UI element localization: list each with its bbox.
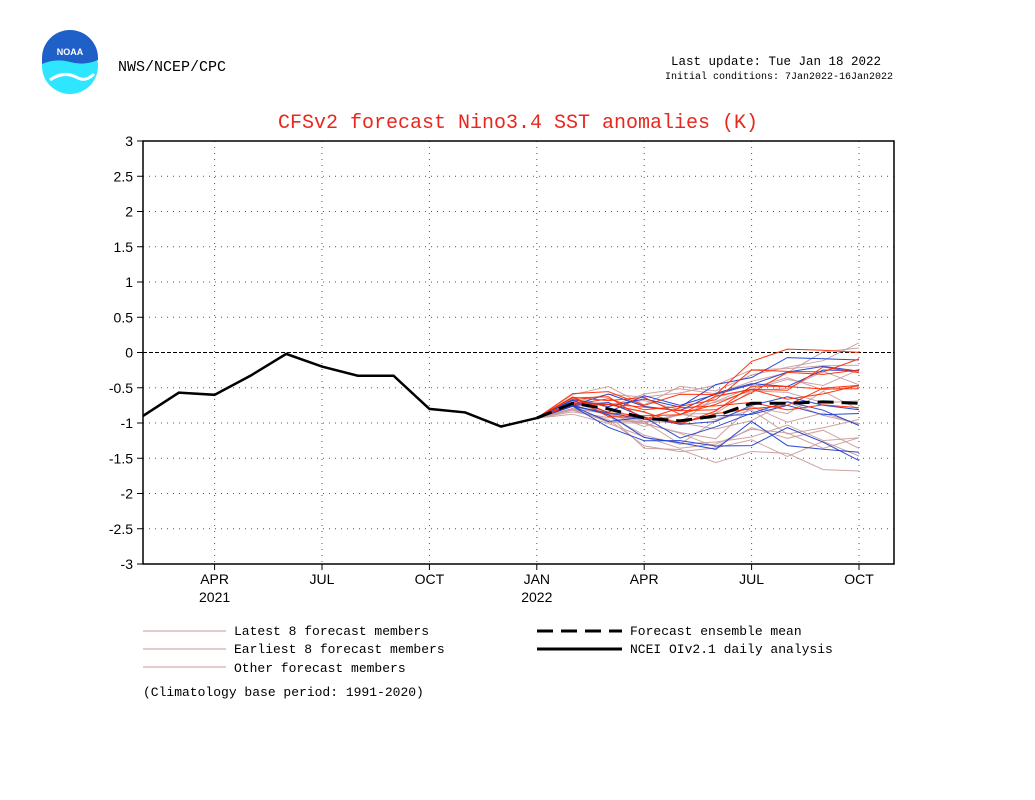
forecast-member-line — [536, 396, 860, 425]
y-tick-label: -0.5 — [109, 380, 133, 396]
legend-label-latest: Latest 8 forecast members — [234, 624, 429, 639]
x-tick-label: APR — [630, 571, 659, 587]
x-tick-label: JAN — [524, 571, 550, 587]
x-tick-year: 2022 — [521, 589, 552, 605]
forecast-member-line — [536, 396, 860, 420]
last-update: Last update: Tue Jan 18 2022 — [671, 55, 881, 69]
chart-title: CFSv2 forecast Nino3.4 SST anomalies (K) — [278, 112, 758, 135]
forecast-member-line — [536, 401, 860, 430]
forecast-member-line — [536, 366, 860, 419]
forecast-member-line — [536, 385, 860, 425]
grid-lines — [143, 141, 894, 564]
forecast-member-line — [536, 358, 860, 419]
y-tick-label: 1.5 — [114, 239, 134, 255]
forecast-member-line — [536, 405, 860, 440]
forecast-member-line — [536, 404, 860, 453]
agency-label: NWS/NCEP/CPC — [118, 59, 226, 76]
legend: Latest 8 forecast members Earliest 8 for… — [143, 624, 833, 700]
forecast-member-line — [536, 342, 860, 419]
x-tick-label: APR — [200, 571, 229, 587]
y-tick-label: -2.5 — [109, 521, 133, 537]
y-tick-label: 2.5 — [114, 168, 134, 184]
climatology-note: (Climatology base period: 1991-2020) — [143, 685, 424, 700]
y-tick-label: -1.5 — [109, 450, 133, 466]
y-tick-label: 1 — [125, 274, 133, 290]
forecast-member-line — [536, 405, 860, 462]
x-tick-year: 2021 — [199, 589, 230, 605]
x-axis: APR 2021 JUL OCT JAN 2022 APR JUL OCT — [199, 564, 874, 605]
forecast-member-line — [536, 377, 860, 424]
y-tick-label: -1 — [121, 415, 134, 431]
forecast-member-line — [536, 369, 860, 419]
y-tick-label: 0 — [125, 345, 133, 361]
legend-label-other: Other forecast members — [234, 661, 406, 676]
forecast-member-line — [536, 348, 860, 419]
noaa-logo: NOAA — [42, 30, 98, 94]
legend-label-analysis: NCEI OIv2.1 daily analysis — [630, 642, 833, 657]
y-tick-label: -3 — [121, 556, 134, 572]
logo-text: NOAA — [57, 47, 84, 57]
x-tick-label: JUL — [310, 571, 335, 587]
legend-label-mean: Forecast ensemble mean — [630, 624, 802, 639]
forecast-member-line — [536, 405, 860, 472]
forecast-member-line — [536, 409, 860, 445]
y-axis: 3 2.5 2 1.5 1 0.5 0 -0.5 -1 -1.5 -2 -2.5 -3 — [109, 133, 143, 572]
ensemble-mean-line — [536, 400, 860, 423]
y-tick-label: 3 — [125, 133, 133, 149]
forecast-member-line — [536, 347, 860, 419]
y-tick-label: 2 — [125, 204, 133, 220]
legend-label-earliest: Earliest 8 forecast members — [234, 642, 445, 657]
initial-conditions: Initial conditions: 7Jan2022-16Jan2022 — [665, 71, 893, 83]
y-tick-label: -2 — [121, 486, 134, 502]
x-tick-label: OCT — [415, 571, 445, 587]
main-lines — [142, 352, 860, 428]
forecast-members — [536, 342, 860, 472]
analysis-line — [142, 352, 538, 428]
x-tick-label: OCT — [844, 571, 874, 587]
x-tick-label: JUL — [739, 571, 764, 587]
y-tick-label: 0.5 — [114, 309, 134, 325]
